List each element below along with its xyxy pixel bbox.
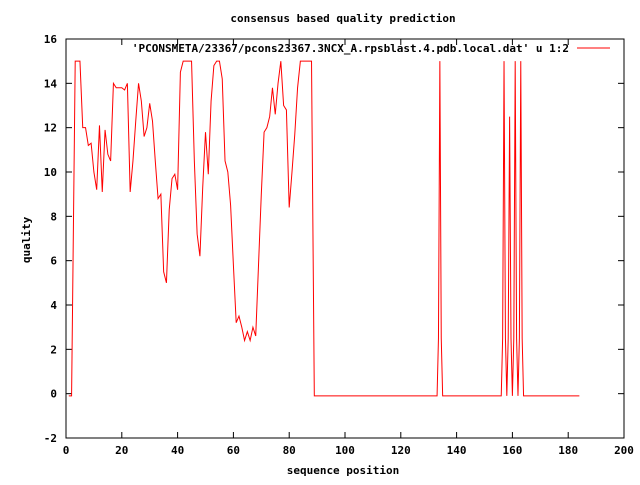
- chart-title: consensus based quality prediction: [230, 12, 455, 25]
- y-tick-label: 12: [44, 122, 57, 135]
- x-tick-label: 60: [227, 444, 240, 457]
- y-tick-label: 10: [44, 166, 57, 179]
- legend-label: 'PCONSMETA/23367/pcons23367.3NCX_A.rpsbl…: [132, 42, 569, 55]
- y-tick-label: 0: [50, 388, 57, 401]
- y-tick-label: 4: [50, 299, 57, 312]
- x-tick-label: 20: [115, 444, 128, 457]
- x-tick-label: 120: [391, 444, 411, 457]
- x-tick-label: 100: [335, 444, 355, 457]
- y-tick-label: 8: [50, 210, 57, 223]
- x-axis-label: sequence position: [287, 464, 400, 477]
- x-tick-label: 160: [502, 444, 522, 457]
- x-tick-label: 200: [614, 444, 634, 457]
- x-tick-label: 80: [283, 444, 296, 457]
- y-tick-label: -2: [44, 432, 57, 445]
- x-tick-label: 40: [171, 444, 184, 457]
- y-tick-label: 6: [50, 255, 57, 268]
- y-tick-label: 16: [44, 33, 58, 46]
- axes: 0 20 40 60 80 100 120 140 160 180 200 -2 0 2 4 6 8 10 12 14…: [44, 33, 634, 457]
- legend: 'PCONSMETA/23367/pcons23367.3NCX_A.rpsbl…: [132, 42, 610, 55]
- x-tick-label: 140: [447, 444, 467, 457]
- x-tick-label: 0: [63, 444, 70, 457]
- y-axis-label: quality: [20, 216, 33, 263]
- y-tick-label: 2: [50, 343, 57, 356]
- x-tick-label: 180: [558, 444, 578, 457]
- series-line-0: [68, 60, 580, 397]
- y-tick-label: 14: [44, 77, 58, 90]
- series-layer: [68, 60, 580, 397]
